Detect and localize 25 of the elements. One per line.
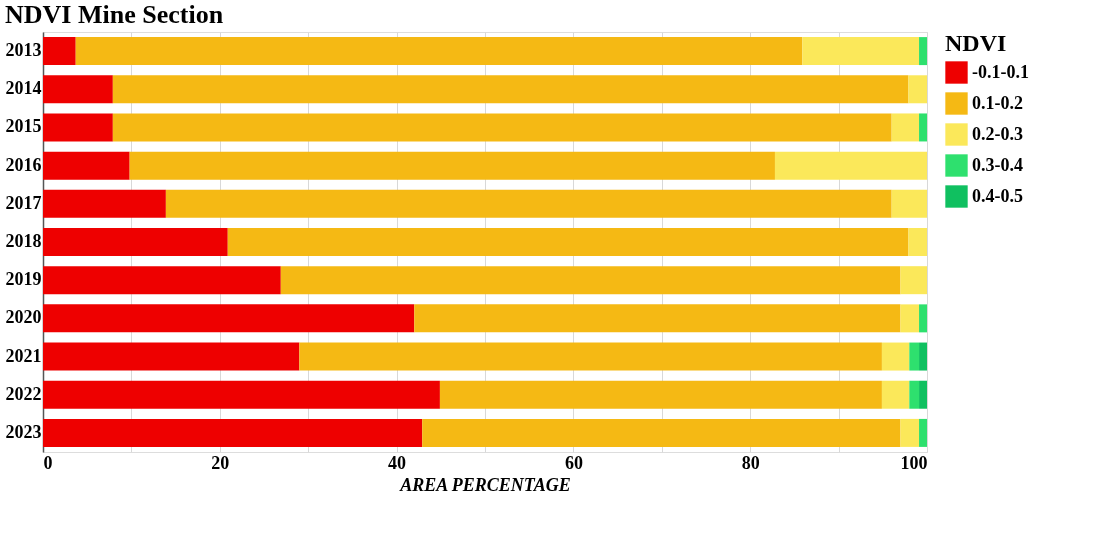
- legend-label: 0.1-0.2: [972, 92, 1023, 113]
- x-tick-label: 100: [900, 452, 928, 473]
- legend-label: 0.3-0.4: [972, 154, 1023, 175]
- y-tick-label: 2021: [5, 345, 42, 366]
- x-tick-label: 80: [741, 452, 760, 473]
- x-tick-label: 0: [43, 452, 53, 473]
- legend-label: 0.2-0.3: [972, 123, 1023, 144]
- x-axis-title: AREA PERCENTAGE: [399, 474, 571, 495]
- y-tick-label: 2016: [5, 154, 42, 175]
- legend-label: -0.1-0.1: [972, 61, 1029, 82]
- chart-title: NDVI Mine Section: [5, 0, 224, 29]
- y-tick-label: 2017: [5, 192, 42, 213]
- legend-label: 0.4-0.5: [972, 185, 1023, 206]
- y-tick-label: 2022: [5, 383, 42, 404]
- y-tick-label: 2013: [5, 40, 42, 61]
- y-tick-label: 2020: [5, 307, 42, 328]
- x-tick-label: 40: [388, 452, 407, 473]
- x-tick-label: 20: [211, 452, 230, 473]
- x-tick-label: 60: [564, 452, 583, 473]
- y-tick-label: 2019: [5, 269, 42, 290]
- legend-title: NDVI: [945, 30, 1007, 56]
- y-tick-label: 2014: [5, 78, 42, 99]
- y-tick-label: 2015: [5, 116, 42, 137]
- y-tick-label: 2018: [5, 231, 42, 251]
- y-tick-label: 2023: [5, 421, 42, 442]
